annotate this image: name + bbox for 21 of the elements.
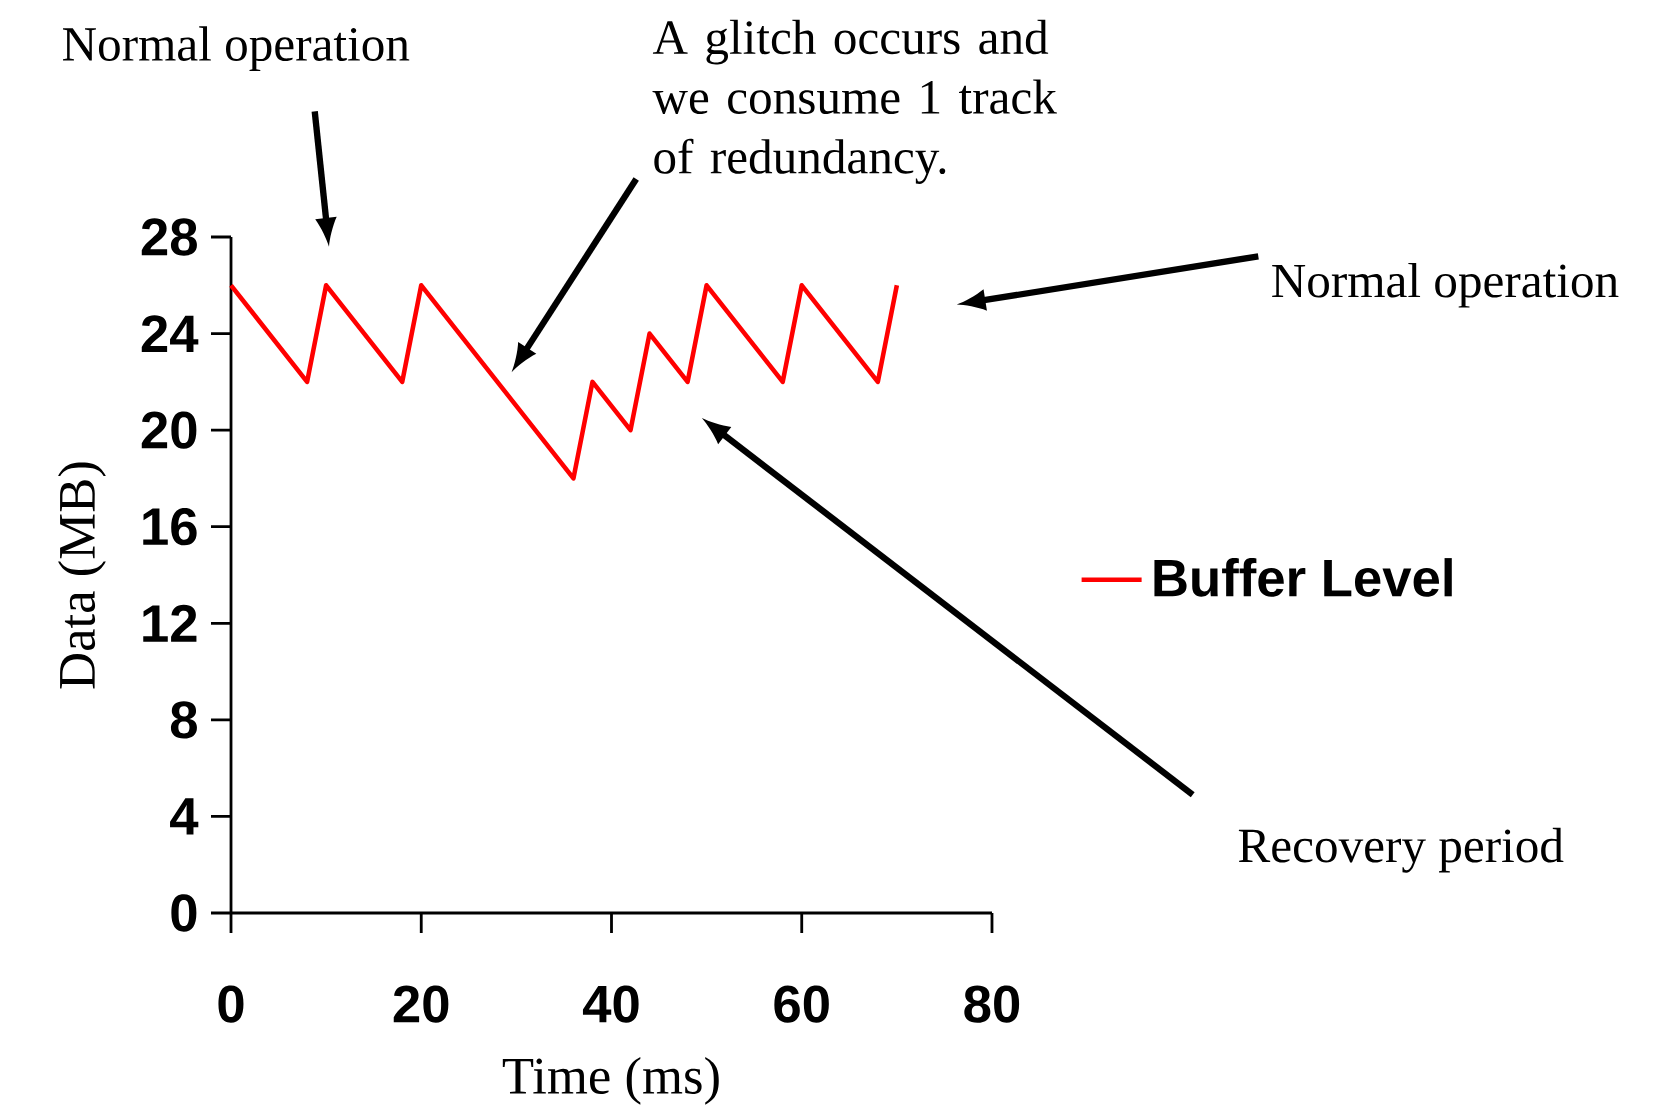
y-tick-label: 16	[143, 508, 197, 546]
x-tick-label: 80	[964, 985, 1020, 1023]
legend-label: Buffer Level	[1154, 558, 1452, 597]
y-tick-label: 12	[143, 604, 197, 642]
y-tick-label: 0	[171, 894, 197, 932]
text: Normal operation	[1272, 262, 1619, 308]
x-axis-title: Time (ms)	[502, 1056, 719, 1105]
y-tick-label: 8	[170, 701, 197, 739]
line-series	[228, 283, 900, 481]
x-tick-label: 0	[218, 985, 244, 1023]
text: Recovery period	[1238, 827, 1564, 873]
y-tick-label: 20	[141, 411, 197, 449]
y-tick-label: 28	[141, 218, 197, 256]
x-tick-label: 40	[582, 985, 639, 1023]
text: Normal operation	[62, 26, 410, 71]
y-tick-label: 24	[141, 315, 199, 352]
text: A glitch occurs and we consume 1 track of redundancy.	[652, 19, 1057, 184]
y-tick-label: 4	[170, 798, 199, 835]
x-tick-label: 20	[393, 985, 449, 1023]
y-axis-title: Data (MB)	[58, 462, 106, 689]
x-tick-label: 60	[774, 985, 829, 1023]
